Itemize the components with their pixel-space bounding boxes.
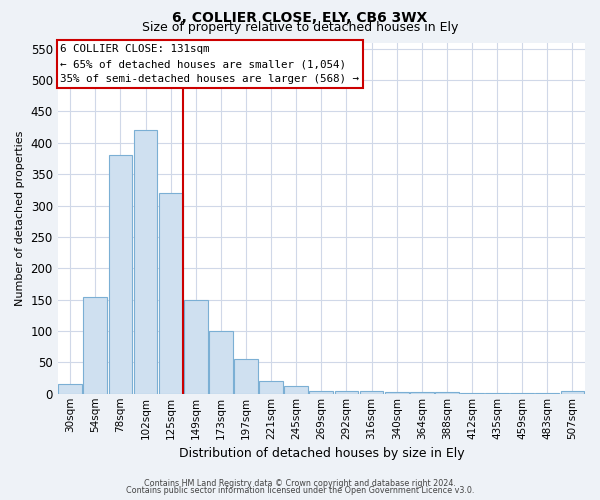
Bar — [435, 392, 459, 394]
Bar — [259, 381, 283, 394]
Y-axis label: Number of detached properties: Number of detached properties — [15, 130, 25, 306]
Bar — [184, 300, 208, 394]
Bar — [284, 386, 308, 394]
Bar — [510, 392, 534, 394]
Text: 6 COLLIER CLOSE: 131sqm
← 65% of detached houses are smaller (1,054)
35% of semi: 6 COLLIER CLOSE: 131sqm ← 65% of detache… — [61, 44, 359, 84]
Bar — [385, 392, 409, 394]
Bar — [310, 390, 333, 394]
Bar — [460, 392, 484, 394]
Bar — [134, 130, 157, 394]
Text: Size of property relative to detached houses in Ely: Size of property relative to detached ho… — [142, 22, 458, 35]
Bar — [410, 392, 434, 394]
Bar — [234, 360, 258, 394]
Bar — [159, 193, 182, 394]
Bar — [560, 390, 584, 394]
Text: 6, COLLIER CLOSE, ELY, CB6 3WX: 6, COLLIER CLOSE, ELY, CB6 3WX — [172, 12, 428, 26]
Bar — [359, 390, 383, 394]
Text: Contains public sector information licensed under the Open Government Licence v3: Contains public sector information licen… — [126, 486, 474, 495]
Bar — [209, 331, 233, 394]
Text: Contains HM Land Registry data © Crown copyright and database right 2024.: Contains HM Land Registry data © Crown c… — [144, 478, 456, 488]
Bar — [109, 156, 133, 394]
Bar — [485, 392, 509, 394]
Bar — [58, 384, 82, 394]
Bar — [83, 296, 107, 394]
X-axis label: Distribution of detached houses by size in Ely: Distribution of detached houses by size … — [179, 447, 464, 460]
Bar — [535, 392, 559, 394]
Bar — [335, 390, 358, 394]
